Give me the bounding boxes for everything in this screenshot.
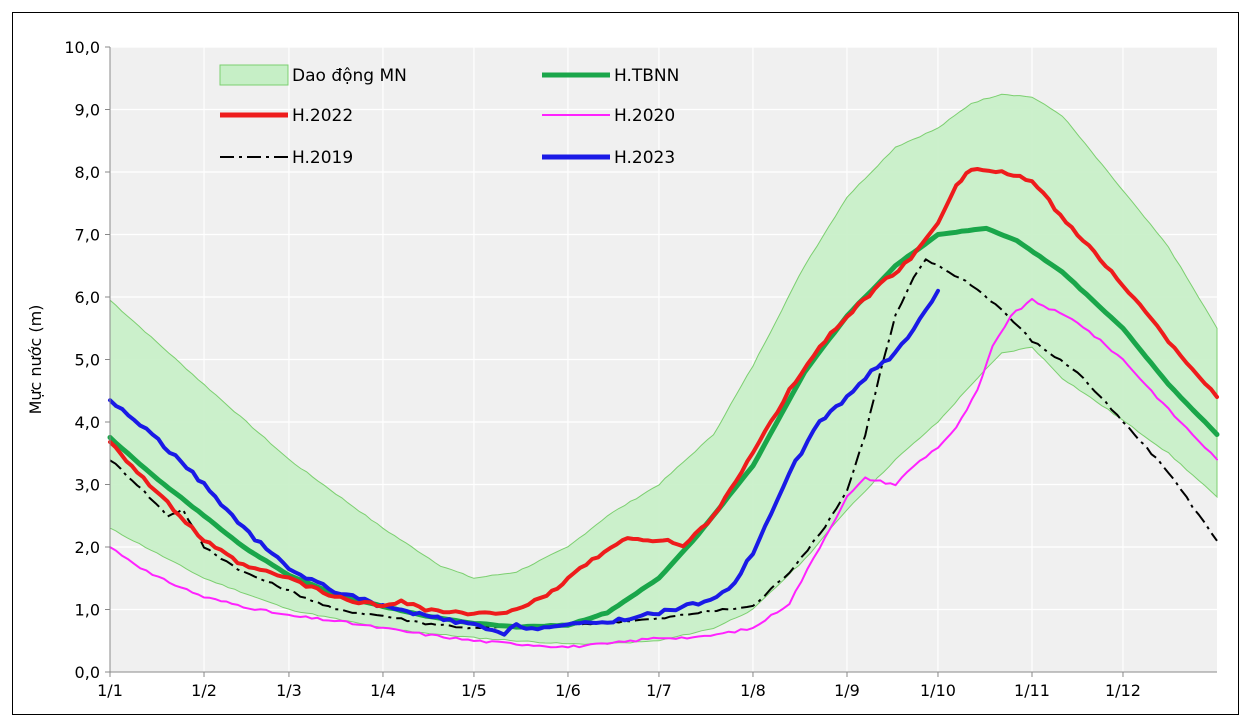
series-line-tbnn: [107, 225, 1220, 630]
x-tick-label: 1/1: [97, 681, 123, 700]
y-tick-label: 1,0: [75, 601, 100, 620]
y-tick-label: 7,0: [75, 226, 100, 245]
legend-swatch-band: [219, 64, 289, 86]
axes: [105, 46, 1217, 677]
legend-label: Dao động MN: [292, 66, 407, 86]
tick-labels: 0,0 1,0 2,0 3,0 4,0 5,0 6,0 7,0 8,0 9,0 10,0 1/1 1/2…: [64, 38, 1141, 700]
legend-item: Dao động MN: [219, 64, 407, 86]
x-tick-label: 1/9: [834, 681, 860, 700]
x-tick-label: 1/8: [740, 681, 766, 700]
series-lines: [107, 167, 1220, 649]
series-line-2022: [108, 167, 1219, 617]
x-tick-label: 1/12: [1105, 681, 1141, 700]
y-tick-label: 3,0: [75, 476, 100, 495]
legend-label: H.TBNN: [614, 66, 679, 86]
legend-item: H.2022: [220, 106, 353, 126]
series-line-2023: [108, 288, 940, 637]
legend-item: H.2023: [542, 148, 675, 168]
x-tick-label: 1/5: [461, 681, 487, 700]
x-tick-label: 1/2: [191, 681, 217, 700]
x-tick-label: 1/7: [646, 681, 672, 700]
legend-label: H.2020: [614, 106, 675, 126]
y-axis-label: Mực nước (m): [26, 305, 45, 415]
x-tick-label: 1/4: [370, 681, 396, 700]
y-tick-label: 8,0: [75, 163, 100, 182]
y-tick-label: 5,0: [75, 351, 100, 370]
legend-item: H.2019: [220, 148, 353, 168]
legend-item: H.TBNN: [542, 66, 679, 86]
x-tick-label: 1/3: [276, 681, 302, 700]
legend-label: H.2023: [614, 148, 675, 168]
y-tick-label: 2,0: [75, 538, 100, 557]
series-line-2020: [109, 297, 1218, 649]
y-tick-label: 9,0: [75, 101, 100, 120]
series-line-2019: [109, 258, 1218, 630]
x-tick-label: 1/11: [1014, 681, 1050, 700]
legend-label: H.2019: [292, 148, 353, 168]
y-tick-label: 4,0: [75, 413, 100, 432]
y-tick-label: 6,0: [75, 288, 100, 307]
x-tick-label: 1/6: [555, 681, 581, 700]
x-tick-label: 1/10: [920, 681, 956, 700]
legend-item: H.2020: [542, 106, 675, 126]
legend-label: H.2022: [292, 106, 353, 126]
y-tick-label: 0,0: [75, 663, 100, 682]
y-tick-label: 10,0: [64, 38, 100, 57]
legend: Dao động MN H.TBNN H.2022 H.2020 H.2019 H.202…: [219, 64, 679, 168]
